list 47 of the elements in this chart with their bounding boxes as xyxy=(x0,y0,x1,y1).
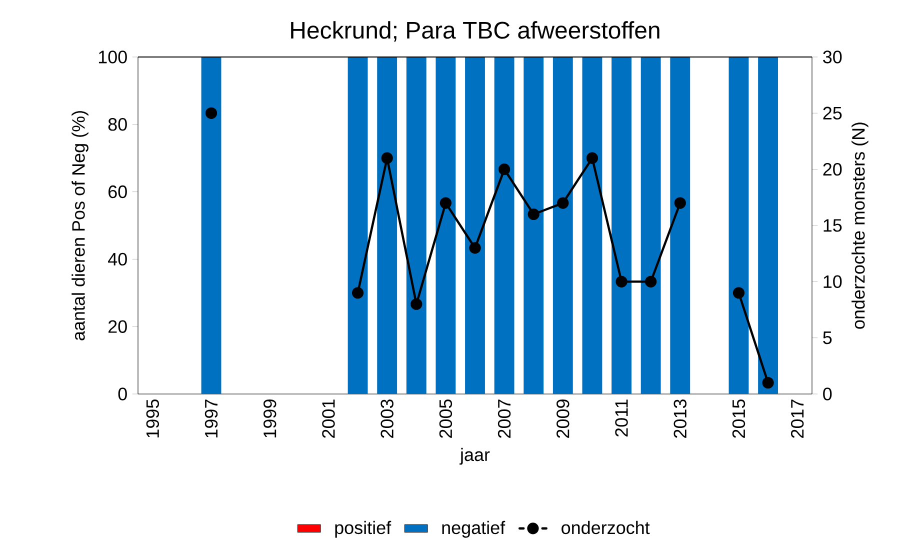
point xyxy=(381,152,393,164)
point xyxy=(732,287,745,299)
legend-label: positief xyxy=(335,520,392,538)
point xyxy=(616,276,628,288)
y-tick-label: 20 xyxy=(108,320,127,333)
x-tick-label: 2001 xyxy=(322,400,335,438)
y-tick-label: 40 xyxy=(108,252,127,266)
y2-tick-label: 20 xyxy=(823,162,842,176)
point xyxy=(645,276,657,288)
x-tick-label: 2017 xyxy=(790,400,804,438)
x-tick-label: 1995 xyxy=(146,399,160,438)
y-tick-label: 0 xyxy=(118,388,127,400)
y2-tick-label: 0 xyxy=(823,388,832,400)
y2-tick-label: 10 xyxy=(824,275,842,288)
point xyxy=(528,208,540,220)
legend-label: negatief xyxy=(442,520,506,538)
x-tick-label: 1997 xyxy=(204,400,218,438)
y-tick-label: 80 xyxy=(108,118,127,131)
x-tick-label: 2011 xyxy=(615,400,628,437)
point xyxy=(205,107,218,119)
legend-label: onderzocht xyxy=(562,520,650,534)
point xyxy=(352,287,364,299)
x-tick-label: 2013 xyxy=(674,399,686,438)
x-tick-label: 1999 xyxy=(264,400,276,438)
y2-tick-label: 30 xyxy=(823,50,842,64)
y-tick-label: 100 xyxy=(98,50,127,64)
y-axis-title: aantal dieren Pos of Neg (%) xyxy=(72,111,88,340)
y-tick-label: 60 xyxy=(108,185,127,198)
chart-title: Heckrund; Para TBC afweerstoffen xyxy=(291,21,660,42)
x-tick-label: 2003 xyxy=(380,399,394,438)
y2-tick-label: 15 xyxy=(824,219,842,232)
point xyxy=(674,197,686,209)
point xyxy=(410,298,422,310)
y2-axis-title: onderzochte monsters (N) xyxy=(852,122,868,329)
point xyxy=(469,242,481,254)
point xyxy=(440,197,452,209)
y2-tick-label: 25 xyxy=(823,106,842,120)
x-tick-label: 2009 xyxy=(556,400,570,438)
point xyxy=(762,376,774,389)
x-axis-title: jaar xyxy=(460,448,490,465)
x-tick-label: 2005 xyxy=(439,399,452,438)
point xyxy=(586,152,598,164)
x-tick-label: 2015 xyxy=(732,399,746,438)
point xyxy=(557,197,569,209)
x-tick-label: 2007 xyxy=(498,400,511,438)
point xyxy=(498,164,510,176)
y2-tick-label: 5 xyxy=(823,332,832,344)
